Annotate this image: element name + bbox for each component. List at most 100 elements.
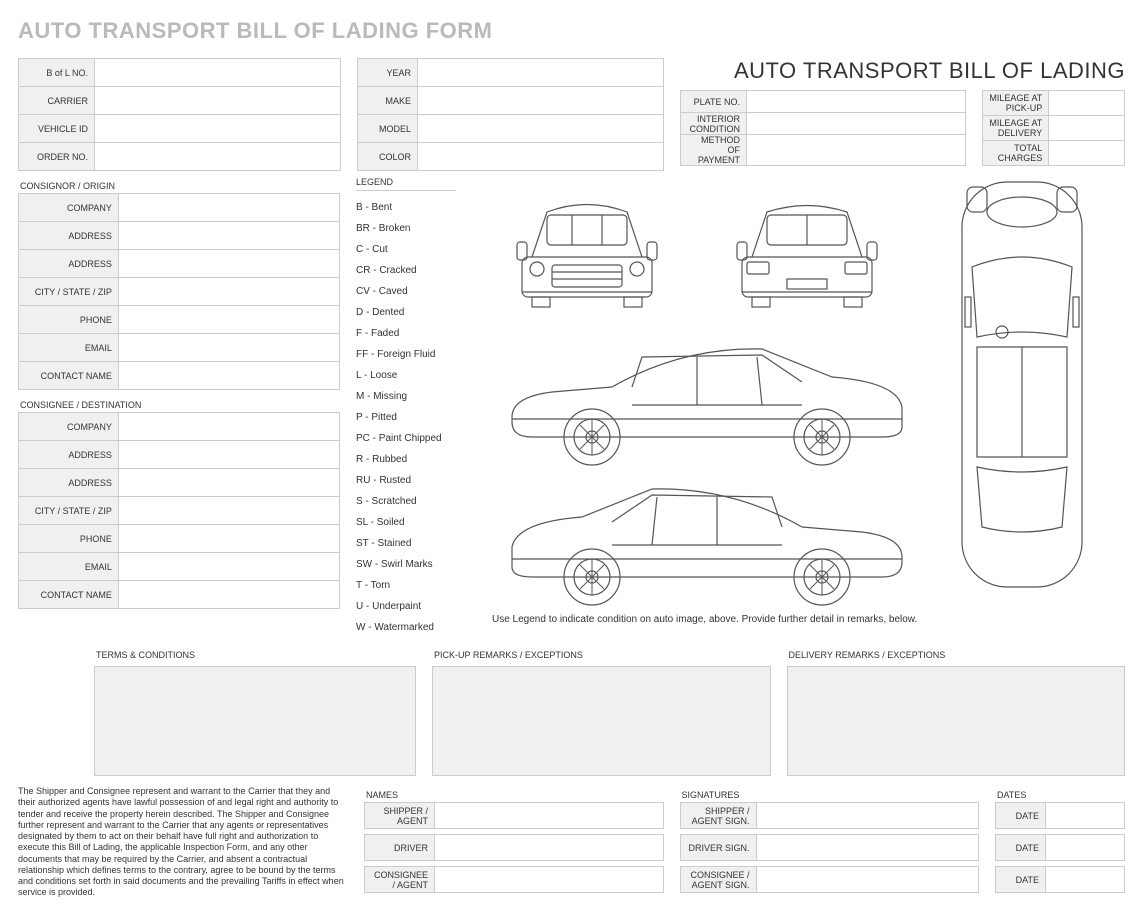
value-make[interactable] — [418, 87, 664, 115]
value-carrier[interactable] — [95, 87, 341, 115]
legend-item: PC - Paint Chipped — [356, 428, 476, 449]
party-value[interactable] — [118, 222, 339, 250]
label-payment: METHOD OF PAYMENT — [681, 135, 747, 166]
block-d-table: MILEAGE AT PICK-UP MILEAGE AT DELIVERY T… — [982, 90, 1125, 166]
party-label: CITY / STATE / ZIP — [19, 497, 119, 525]
label-carrier: CARRIER — [19, 87, 95, 115]
legend-item: ST - Stained — [356, 533, 476, 554]
sig-value[interactable] — [756, 803, 979, 829]
label-color: COLOR — [358, 143, 418, 171]
party-value[interactable] — [118, 581, 339, 609]
legend-item: SW - Swirl Marks — [356, 554, 476, 575]
legend-item: D - Dented — [356, 302, 476, 323]
party-value[interactable] — [118, 278, 339, 306]
value-interior[interactable] — [746, 113, 965, 135]
party-value[interactable] — [118, 306, 339, 334]
legend-item: P - Pitted — [356, 407, 476, 428]
sig-value[interactable] — [435, 867, 664, 893]
value-bol-no[interactable] — [95, 59, 341, 87]
sig-value[interactable] — [1046, 835, 1125, 861]
sig-value[interactable] — [435, 803, 664, 829]
label-bol-no: B of L NO. — [19, 59, 95, 87]
top-field-row: B of L NO. CARRIER VEHICLE ID ORDER NO. … — [18, 58, 1125, 171]
label-vehicle-id: VEHICLE ID — [19, 115, 95, 143]
party-label: ADDRESS — [19, 469, 119, 497]
party-label: PHONE — [19, 525, 119, 553]
sig-value[interactable] — [1046, 867, 1125, 893]
sig-value[interactable] — [756, 867, 979, 893]
sig-value[interactable] — [1046, 803, 1125, 829]
value-vehicle-id[interactable] — [95, 115, 341, 143]
bottom-row: The Shipper and Consignee represent and … — [18, 786, 1125, 899]
label-make: MAKE — [358, 87, 418, 115]
party-value[interactable] — [118, 497, 339, 525]
sig-label: SHIPPER / AGENT SIGN. — [680, 803, 756, 829]
value-order-no[interactable] — [95, 143, 341, 171]
sig-label: DATE — [996, 867, 1046, 893]
legend-header: LEGEND — [356, 177, 456, 191]
sig-label: DRIVER — [365, 835, 435, 861]
party-value[interactable] — [118, 469, 339, 497]
pickup-box[interactable] — [432, 666, 771, 776]
block-b-table: YEAR MAKE MODEL COLOR — [357, 58, 664, 171]
party-label: CONTACT NAME — [19, 581, 119, 609]
value-model[interactable] — [418, 115, 664, 143]
legend-item: T - Torn — [356, 575, 476, 596]
sig-label: CONSIGNEE / AGENT — [365, 867, 435, 893]
legend-item: CV - Caved — [356, 281, 476, 302]
party-label: COMPANY — [19, 413, 119, 441]
value-plate-no[interactable] — [746, 91, 965, 113]
block-a-table: B of L NO. CARRIER VEHICLE ID ORDER NO. — [18, 58, 341, 171]
legend-item: U - Underpaint — [356, 596, 476, 617]
legend-item: M - Missing — [356, 386, 476, 407]
legal-text: The Shipper and Consignee represent and … — [18, 786, 348, 899]
legend-item: RU - Rusted — [356, 470, 476, 491]
value-mileage-pickup[interactable] — [1049, 91, 1125, 116]
signatures-header: SIGNATURES — [680, 786, 980, 802]
party-value[interactable] — [118, 194, 339, 222]
legend-item: C - Cut — [356, 239, 476, 260]
value-color[interactable] — [418, 143, 664, 171]
legend-item: W - Watermarked — [356, 617, 476, 638]
remarks-row: TERMS & CONDITIONS PICK-UP REMARKS / EXC… — [18, 646, 1125, 776]
signatures-table: SHIPPER / AGENT SIGN.DRIVER SIGN.CONSIGN… — [680, 802, 980, 893]
mid-row: CONSIGNOR / ORIGIN COMPANYADDRESSADDRESS… — [18, 177, 1125, 638]
label-mileage-delivery: MILEAGE AT DELIVERY — [983, 116, 1049, 141]
party-label: PHONE — [19, 306, 119, 334]
label-model: MODEL — [358, 115, 418, 143]
legend-column: LEGEND B - BentBR - BrokenC - CutCR - Cr… — [356, 177, 476, 638]
value-year[interactable] — [418, 59, 664, 87]
delivery-box[interactable] — [787, 666, 1126, 776]
label-year: YEAR — [358, 59, 418, 87]
legend-item: CR - Cracked — [356, 260, 476, 281]
value-total-charges[interactable] — [1049, 141, 1125, 166]
party-value[interactable] — [118, 525, 339, 553]
party-value[interactable] — [118, 334, 339, 362]
legend-item: FF - Foreign Fluid — [356, 344, 476, 365]
sig-value[interactable] — [435, 835, 664, 861]
party-value[interactable] — [118, 413, 339, 441]
party-value[interactable] — [118, 250, 339, 278]
signatures-column: SIGNATURES SHIPPER / AGENT SIGN.DRIVER S… — [680, 786, 980, 899]
party-label: ADDRESS — [19, 222, 119, 250]
party-label: COMPANY — [19, 194, 119, 222]
party-label: EMAIL — [19, 334, 119, 362]
legend-item: L - Loose — [356, 365, 476, 386]
consignee-header: CONSIGNEE / DESTINATION — [18, 396, 340, 412]
sig-value[interactable] — [756, 835, 979, 861]
car-diagrams-svg — [492, 177, 1122, 607]
party-label: CITY / STATE / ZIP — [19, 278, 119, 306]
car-note: Use Legend to indicate condition on auto… — [492, 614, 1125, 625]
party-value[interactable] — [118, 553, 339, 581]
terms-box[interactable] — [94, 666, 416, 776]
party-label: CONTACT NAME — [19, 362, 119, 390]
value-mileage-delivery[interactable] — [1049, 116, 1125, 141]
party-label: EMAIL — [19, 553, 119, 581]
party-value[interactable] — [118, 362, 339, 390]
party-value[interactable] — [118, 441, 339, 469]
title-and-blocks: AUTO TRANSPORT BILL OF LADING PLATE NO. … — [680, 58, 1125, 171]
legend-item: SL - Soiled — [356, 512, 476, 533]
consignee-table: COMPANYADDRESSADDRESSCITY / STATE / ZIPP… — [18, 412, 340, 609]
value-payment[interactable] — [746, 135, 965, 166]
party-label: ADDRESS — [19, 250, 119, 278]
